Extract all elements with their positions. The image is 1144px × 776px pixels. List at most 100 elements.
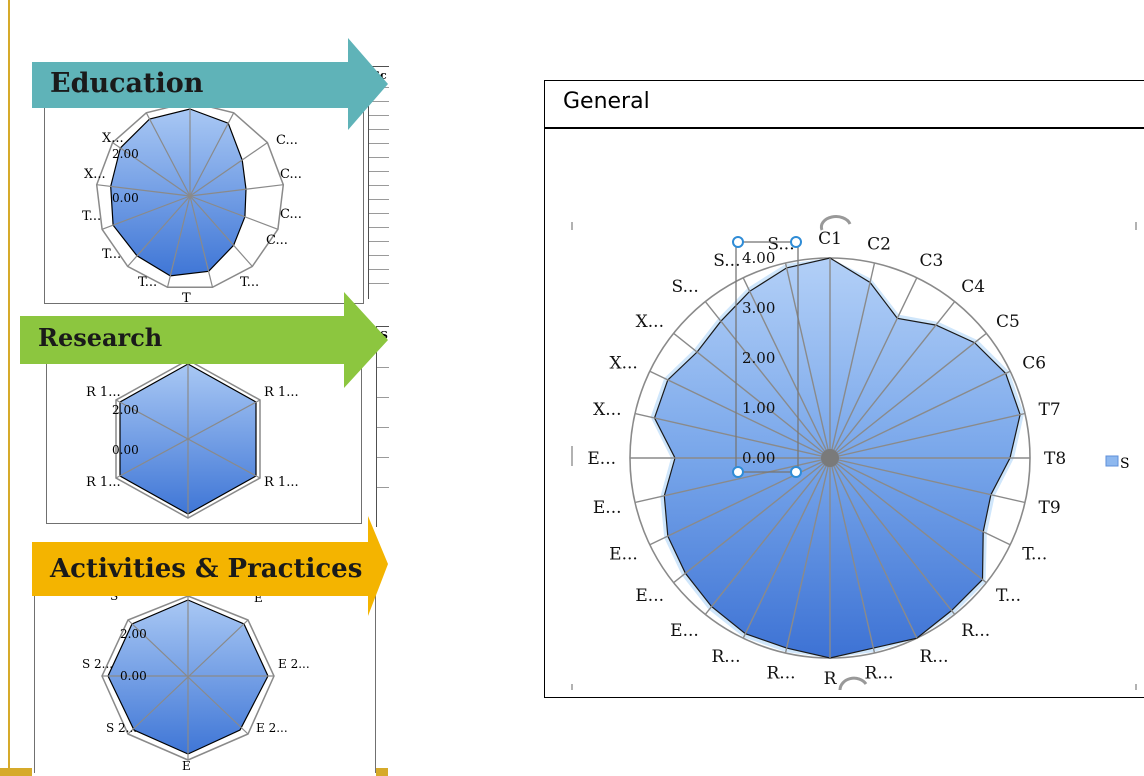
education-radar-chart: 2.00 0.00 C... C... C... C... T... T T..… (82, 101, 302, 302)
general-title-divider (545, 127, 1144, 129)
radar-category-label: R... (864, 664, 893, 684)
education-spoke (166, 195, 191, 288)
radar-tick-label: 0.00 (742, 449, 775, 467)
education-cat-c2: C... (280, 167, 302, 182)
resize-handle-top-right[interactable] (790, 236, 802, 248)
education-cat-c1: C... (276, 133, 298, 148)
education-cat-t4: T... (102, 247, 121, 262)
research-tick-0: 0.00 (112, 443, 139, 457)
radar-spoke (829, 412, 1026, 459)
resize-handle-bottom-left[interactable] (732, 466, 744, 478)
radar-category-label: C6 (1022, 354, 1046, 374)
radar-hub (821, 449, 839, 467)
education-tick-2: 2.00 (112, 147, 139, 161)
radar-category-label: S... (672, 277, 699, 297)
radar-spoke (784, 262, 831, 459)
education-spoke (189, 142, 268, 197)
radar-spoke (829, 457, 956, 615)
radar-category-label: T7 (1039, 400, 1061, 420)
general-title: General (563, 89, 650, 114)
research-radar-chart: 2.00 0.00 R 1... R 1... R 1... R 1... (86, 359, 299, 519)
radar-spoke (673, 457, 831, 584)
radar-category-label: X... (593, 400, 621, 420)
education-spoke (189, 195, 253, 267)
education-tick-0: 0.00 (112, 191, 139, 205)
radar-category-label: C3 (920, 251, 944, 271)
radar-category-label: C4 (961, 277, 985, 297)
radar-spoke (829, 457, 1026, 504)
education-cat-x2: X... (102, 131, 124, 146)
research-score-table[interactable]: S (376, 326, 389, 527)
radar-category-label: T8 (1044, 449, 1066, 469)
radar-spoke (829, 457, 987, 584)
radar-category-label: R... (961, 621, 990, 641)
activities-banner (32, 516, 388, 616)
radar-category-label: C1 (818, 229, 842, 249)
general-radar-chart[interactable]: C1 C2 C3 C4 C5 C6 T7 T8 T9 T... T... R... R... R... R R… (560, 200, 1144, 690)
radar-category-label: E... (587, 449, 616, 469)
education-spoke (189, 112, 235, 197)
education-cat-t3: T... (138, 275, 157, 290)
resize-handle-top-left[interactable] (732, 236, 744, 248)
radar-category-label: X... (609, 354, 637, 374)
radar-spoke (829, 457, 876, 654)
education-spoke (112, 142, 191, 197)
research-banner-title: Research (38, 323, 163, 352)
radar-spoke (829, 457, 918, 639)
education-radar-area (110, 108, 247, 277)
radar-category-label: T... (1022, 545, 1047, 565)
radar-category-label: C5 (996, 312, 1020, 332)
education-spoke (189, 195, 214, 288)
education-spoke (127, 195, 191, 267)
research-cat-r5: R 1... (86, 385, 121, 400)
radar-category-label: R (824, 669, 838, 689)
rotate-handle-top[interactable] (819, 215, 852, 231)
activities-cat-s-left: S 2... (82, 657, 113, 671)
activities-cat-e-bottom: E (182, 759, 191, 770)
research-tick-2: 2.00 (112, 403, 139, 417)
radar-category-label: E... (593, 498, 622, 518)
education-cat-c3: C... (280, 207, 302, 222)
activities-tick-2: 2.00 (120, 627, 147, 641)
radar-spoke (742, 277, 831, 459)
rotate-handle-bottom[interactable] (838, 676, 868, 690)
research-banner (20, 292, 388, 388)
radar-category-label: T... (996, 586, 1021, 606)
resize-handle-bottom-right[interactable] (790, 466, 802, 478)
activities-cat-e-top: E (254, 591, 263, 605)
activities-cat-e-right: E 2... (278, 657, 310, 671)
education-banner (32, 38, 388, 130)
radar-category-label: C2 (867, 235, 891, 255)
radar-category-label: S... (713, 251, 740, 271)
radar-category-label: R... (766, 664, 795, 684)
radar-spoke (742, 457, 831, 639)
radar-category-label: E... (609, 545, 638, 565)
education-cat-t2: T (182, 291, 191, 302)
radar-category-label: E... (670, 621, 699, 641)
radar-tick-label: 1.00 (742, 399, 775, 417)
radar-category-label: E... (635, 586, 664, 606)
education-radar-outline (95, 101, 285, 289)
research-cat-r4: R 1... (86, 475, 121, 490)
radar-spoke (829, 277, 918, 459)
radar-spoke (829, 370, 1011, 459)
research-cat-r2: R 1... (264, 475, 299, 490)
education-cat-c4: C... (266, 233, 288, 248)
education-spoke (189, 195, 279, 230)
radar-spoke (649, 370, 831, 459)
radar-category-label: S... (767, 235, 794, 255)
research-cat-r1: R 1... (264, 385, 299, 400)
education-score-table[interactable]: Sc (368, 66, 389, 299)
radar-spoke (784, 457, 831, 654)
radar-spoke (673, 332, 831, 459)
radar-category-label: R... (711, 647, 740, 667)
radar-category-label: X... (636, 312, 664, 332)
activities-cat-s-lower: S 2... (106, 721, 137, 735)
radar-tick-label: 4.00 (742, 249, 775, 267)
radar-tick-label: 2.00 (742, 349, 775, 367)
left-margin-rule (8, 0, 10, 776)
radar-spoke (829, 301, 956, 459)
radar-spoke (704, 457, 831, 615)
education-spoke (101, 195, 191, 230)
radar-spoke (704, 301, 831, 459)
